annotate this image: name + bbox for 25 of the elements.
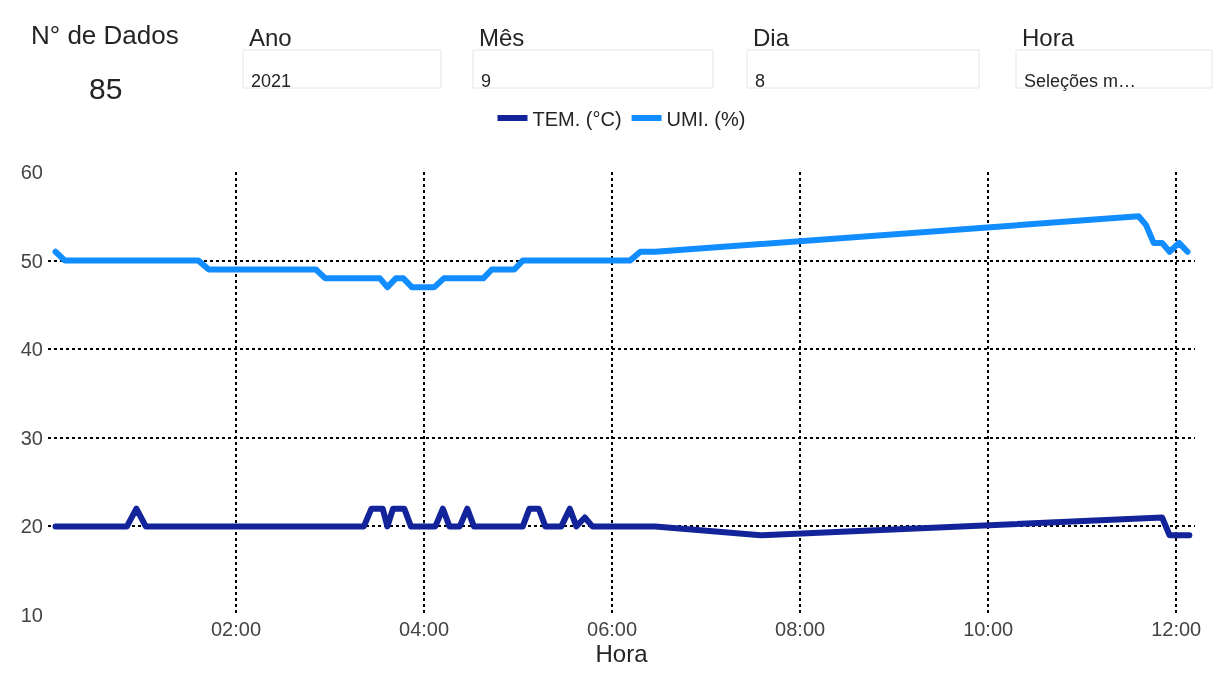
text: Hora	[1022, 24, 1075, 51]
y-tick-label: 10	[20, 604, 43, 626]
y-tick-label: 20	[20, 515, 43, 538]
legend-label: TEM. (°C)	[532, 107, 622, 130]
x-tick-label: 10:00	[963, 618, 1014, 640]
x-tick-label: 06:00	[587, 618, 638, 640]
text: Mês	[479, 24, 525, 51]
y-tick-label: 40	[20, 338, 43, 361]
text: 9	[481, 71, 492, 91]
y-tick-label: 60	[20, 161, 43, 183]
text: Ano	[249, 24, 292, 51]
x-tick-label: 08:00	[775, 618, 826, 640]
x-tick-label: 12:00	[1151, 618, 1202, 640]
text: N° de Dados	[31, 20, 179, 50]
x-axis-title: Hora	[595, 640, 649, 667]
x-tick-label: 04:00	[399, 618, 450, 640]
legend-label: UMI. (%)	[666, 107, 746, 130]
y-tick-label: 50	[20, 249, 43, 272]
text: Seleções m…	[1024, 71, 1137, 91]
text: 2021	[251, 71, 292, 91]
text: 85	[89, 72, 123, 105]
text: 8	[755, 71, 766, 91]
x-tick-label: 02:00	[211, 618, 262, 640]
y-tick-label: 30	[20, 426, 43, 449]
text: Dia	[753, 24, 790, 51]
